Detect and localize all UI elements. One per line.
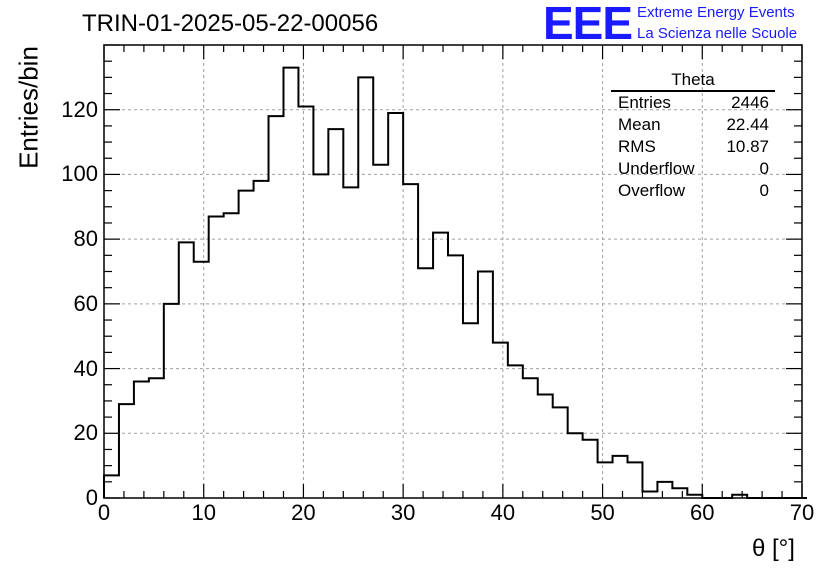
stats-value: 10.87 [726, 137, 769, 156]
histogram-bin [358, 77, 373, 498]
histogram-bin [523, 378, 538, 498]
logo-line-2: La Scienza nelle Scuole [637, 25, 798, 42]
eee-logo: EEE [543, 0, 633, 49]
histogram-bin [209, 216, 224, 498]
stats-label: Entries [618, 93, 671, 112]
run-title: TRIN-01-2025-05-22-00056 [82, 10, 379, 37]
histogram-bin [313, 174, 328, 498]
x-tick-label: 50 [590, 500, 615, 525]
histogram-bin [463, 323, 478, 498]
stats-row: Underflow 0 [611, 158, 775, 180]
histogram-bin [343, 187, 358, 498]
y-tick-label: 100 [61, 161, 98, 187]
histogram-bin [418, 268, 433, 498]
x-tick-label: 70 [789, 500, 815, 525]
histogram-bin [448, 255, 463, 498]
y-tick-label: 80 [73, 226, 98, 252]
stats-value: 2446 [731, 93, 769, 112]
stats-row: Overflow 0 [611, 180, 775, 202]
histogram-bin [119, 404, 134, 498]
logo-line-1: Extreme Energy Events [637, 4, 795, 21]
y-tick-label: 120 [61, 96, 98, 122]
histogram-bin [478, 272, 493, 499]
histogram-series [103, 66, 807, 499]
histogram-bin [433, 233, 448, 498]
histogram-bin [328, 129, 343, 498]
histogram-bin [134, 382, 149, 498]
histogram-bin [239, 191, 254, 498]
histogram-bin [104, 475, 119, 498]
stats-value: 22.44 [726, 115, 769, 134]
histogram-bin [628, 462, 643, 498]
stats-label: RMS [618, 137, 656, 156]
histogram-outline [103, 66, 807, 499]
histogram-bin [672, 488, 687, 498]
y-tick-label: 60 [73, 290, 98, 316]
stats-title: Theta [611, 70, 775, 92]
histogram-bin [493, 343, 508, 498]
stats-label: Mean [618, 115, 661, 134]
histogram-bin [508, 365, 523, 498]
histogram-bin [538, 394, 553, 498]
x-tick-label: 10 [191, 500, 216, 525]
stats-row: Entries 2446 [611, 92, 775, 114]
stats-rows: Entries 2446 Mean 22.44 RMS 10.87 Underflow 0 Ov… [611, 92, 775, 202]
histogram-bin [613, 456, 628, 498]
stats-row: Mean 22.44 [611, 114, 775, 136]
stats-label: Underflow [618, 159, 695, 178]
axis-ticks [103, 44, 803, 499]
histogram-bin [583, 440, 598, 498]
x-axis-label: θ [°] [752, 535, 795, 562]
histogram-bin [298, 106, 313, 498]
histogram-bin [373, 165, 388, 498]
stats-value: 0 [759, 159, 769, 178]
histogram-bin [388, 113, 403, 498]
stats-box: Theta Entries 2446 Mean 22.44 RMS 10.87 Underf… [611, 70, 775, 202]
histogram-bin [657, 482, 672, 498]
histogram-bin [149, 378, 164, 498]
x-tick-label: 30 [390, 500, 416, 525]
histogram-bin [179, 242, 194, 498]
histogram-bin [224, 213, 239, 498]
histogram-bin [403, 184, 418, 498]
x-tick-label: 0 [97, 500, 111, 525]
histogram-bin [553, 407, 568, 498]
x-tick-label: 60 [690, 500, 715, 525]
grid-lines [104, 45, 802, 498]
stats-label: Overflow [618, 181, 686, 200]
stats-row: RMS 10.87 [611, 136, 775, 158]
x-tick-label: 20 [291, 500, 316, 525]
y-tick-label: 20 [73, 420, 98, 446]
x-tick-label: 40 [490, 500, 516, 525]
histogram-bin [164, 304, 179, 498]
y-tick-label: 0 [85, 485, 98, 510]
y-tick-label: 40 [73, 355, 98, 381]
histogram-bin [194, 262, 209, 498]
histogram-bin [598, 462, 613, 498]
histogram-bin [269, 116, 284, 498]
stats-value: 0 [759, 181, 769, 200]
histogram-bin [568, 433, 583, 498]
histogram-bin [254, 181, 269, 498]
